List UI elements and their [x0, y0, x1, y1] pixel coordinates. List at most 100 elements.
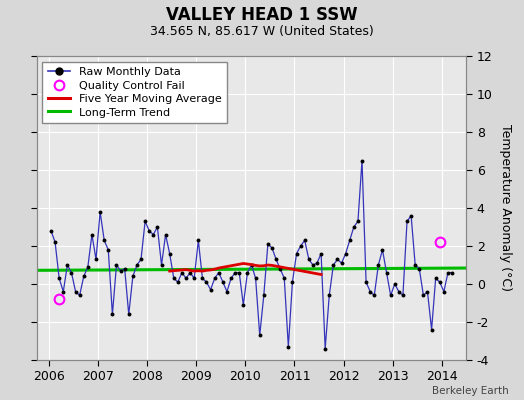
- Point: [235, 270, 244, 276]
- Point: [128, 273, 137, 280]
- Point: [411, 262, 419, 268]
- Point: [444, 270, 452, 276]
- Point: [325, 292, 333, 298]
- Point: [256, 332, 264, 338]
- Point: [415, 266, 423, 272]
- Text: 34.565 N, 85.617 W (United States): 34.565 N, 85.617 W (United States): [150, 25, 374, 38]
- Point: [112, 262, 121, 268]
- Point: [153, 224, 161, 230]
- Point: [125, 311, 133, 318]
- Point: [59, 288, 68, 295]
- Point: [276, 266, 285, 272]
- Point: [264, 241, 272, 247]
- Point: [75, 292, 84, 298]
- Point: [284, 344, 292, 350]
- Point: [300, 237, 309, 244]
- Point: [141, 218, 149, 224]
- Point: [247, 262, 256, 268]
- Point: [145, 228, 154, 234]
- Point: [173, 279, 182, 285]
- Point: [448, 270, 456, 276]
- Point: [227, 275, 235, 282]
- Point: [92, 256, 100, 262]
- Point: [194, 237, 203, 244]
- Point: [186, 270, 194, 276]
- Point: [190, 275, 199, 282]
- Point: [96, 209, 104, 215]
- Point: [435, 279, 444, 285]
- Text: Berkeley Earth: Berkeley Earth: [432, 386, 508, 396]
- Point: [395, 288, 403, 295]
- Point: [178, 270, 186, 276]
- Point: [202, 279, 211, 285]
- Point: [268, 245, 276, 251]
- Point: [403, 218, 411, 224]
- Point: [231, 270, 239, 276]
- Point: [51, 239, 59, 245]
- Point: [198, 275, 206, 282]
- Point: [67, 270, 75, 276]
- Point: [223, 288, 231, 295]
- Point: [423, 288, 432, 295]
- Point: [121, 266, 129, 272]
- Point: [440, 288, 448, 295]
- Point: [313, 260, 321, 266]
- Point: [108, 311, 117, 318]
- Point: [354, 218, 362, 224]
- Point: [100, 237, 108, 244]
- Point: [63, 262, 72, 268]
- Point: [304, 256, 313, 262]
- Point: [47, 228, 55, 234]
- Point: [206, 286, 215, 293]
- Point: [431, 275, 440, 282]
- Point: [280, 275, 289, 282]
- Point: [378, 246, 387, 253]
- Point: [321, 345, 330, 352]
- Point: [214, 270, 223, 276]
- Point: [288, 279, 297, 285]
- Point: [137, 256, 145, 262]
- Point: [219, 279, 227, 285]
- Point: [374, 262, 383, 268]
- Legend: Raw Monthly Data, Quality Control Fail, Five Year Moving Average, Long-Term Tren: Raw Monthly Data, Quality Control Fail, …: [42, 62, 227, 123]
- Point: [292, 250, 301, 257]
- Point: [390, 281, 399, 287]
- Point: [383, 270, 391, 276]
- Point: [239, 302, 247, 308]
- Point: [317, 250, 325, 257]
- Point: [386, 292, 395, 298]
- Point: [428, 326, 436, 333]
- Point: [149, 231, 158, 238]
- Y-axis label: Temperature Anomaly (°C): Temperature Anomaly (°C): [499, 124, 512, 292]
- Point: [362, 279, 370, 285]
- Point: [252, 275, 260, 282]
- Point: [333, 256, 342, 262]
- Point: [104, 246, 113, 253]
- Point: [342, 250, 350, 257]
- Point: [329, 262, 337, 268]
- Point: [345, 237, 354, 244]
- Text: VALLEY HEAD 1 SSW: VALLEY HEAD 1 SSW: [166, 6, 358, 24]
- Point: [399, 292, 407, 298]
- Point: [80, 273, 88, 280]
- Point: [116, 268, 125, 274]
- Point: [337, 260, 346, 266]
- Point: [297, 243, 305, 249]
- Point: [259, 292, 268, 298]
- Point: [166, 250, 174, 257]
- Point: [157, 262, 166, 268]
- Point: [366, 288, 375, 295]
- Point: [182, 275, 190, 282]
- Point: [243, 270, 252, 276]
- Point: [309, 262, 317, 268]
- Point: [370, 292, 378, 298]
- Point: [84, 264, 92, 270]
- Point: [161, 231, 170, 238]
- Point: [55, 275, 63, 282]
- Point: [358, 157, 366, 164]
- Point: [170, 275, 178, 282]
- Point: [407, 212, 416, 219]
- Point: [211, 275, 219, 282]
- Point: [350, 224, 358, 230]
- Point: [71, 288, 80, 295]
